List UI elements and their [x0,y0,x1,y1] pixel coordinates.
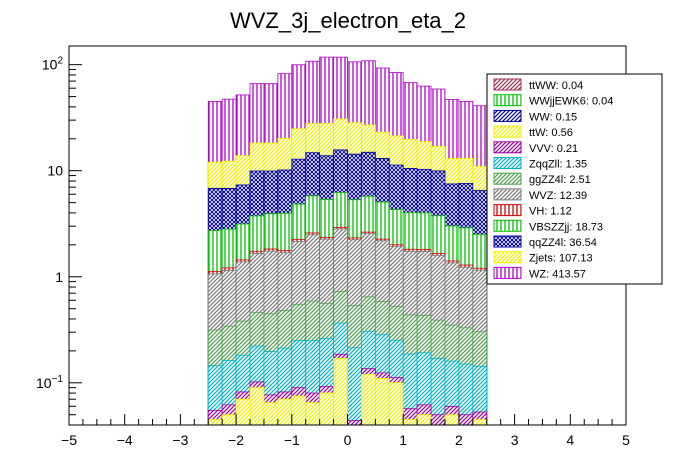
bar [235,398,251,426]
bar [263,402,279,426]
series-9 [207,357,488,426]
bar [221,414,237,426]
bar [291,395,307,426]
x-tick-label: 5 [622,432,630,448]
y-tick-label: 102 [42,56,64,73]
legend-swatch [493,251,522,264]
legend-entry: WZ: 413.57 [529,268,586,280]
bar [416,414,432,426]
bar [458,414,474,426]
bar [249,387,265,426]
legend-swatch [493,78,522,91]
legend-swatch [493,94,522,107]
bar [388,382,404,426]
chart-title: WVZ_3j_electron_eta_2 [230,8,466,33]
bar [361,374,376,426]
bar [374,378,390,426]
bar [207,419,223,426]
legend-swatch [493,109,522,122]
legend-entry: WVZ: 12.39 [529,190,587,202]
legend-entry: ttW: 0.56 [529,127,573,139]
legend-swatch [493,235,522,248]
x-tick-label: −1 [284,432,300,448]
bar [472,419,488,426]
legend-entry: ggZZ4l: 2.51 [529,174,591,186]
bar [430,414,446,426]
legend-entry: ZqqZll: 1.35 [529,159,587,171]
legend: ttWW: 0.04 WWjjEWK6: 0.04 WW: 0.15 ttW: 0.5… [486,73,663,285]
bar [319,392,334,426]
x-tick-label: −3 [172,432,188,448]
x-axis: −5 −4 −3 −2 −1 0 1 2 3 4 5 [61,414,630,448]
legend-swatch [493,125,522,138]
bar [444,414,460,426]
legend-swatch [493,172,522,185]
bar [347,420,362,426]
legend-swatch [493,204,522,217]
legend-swatch [493,219,522,232]
legend-entry: qqZZ4l: 36.54 [529,237,597,249]
x-tick-label: −4 [117,432,133,448]
bar [333,357,348,426]
x-tick-label: 0 [344,432,352,448]
x-tick-label: −5 [61,432,77,448]
y-tick-label: 1 [55,269,63,285]
legend-entry: VBSZZjj: 18.73 [529,221,603,233]
x-tick-label: 2 [455,432,463,448]
y-tick-label: 10−1 [36,374,63,391]
y-tick-label: 10 [47,163,63,179]
x-tick-label: −2 [228,432,244,448]
legend-swatch [493,141,522,154]
bar [305,402,321,426]
bar [402,419,418,426]
histogram-bars [207,56,488,426]
legend-entry: Zjets: 107.13 [529,253,593,265]
legend-entry: VVV: 0.21 [529,143,578,155]
x-tick-label: 1 [399,432,407,448]
legend-entry: WWjjEWK6: 0.04 [529,96,613,108]
legend-swatch [493,266,522,279]
legend-swatch [493,188,522,201]
x-tick-label: 4 [566,432,574,448]
y-axis: 102 10 1 10−1 [36,56,82,426]
bar [347,347,362,426]
legend-swatch [493,157,522,169]
legend-entry: VH: 1.12 [529,206,572,218]
legend-entry: WW: 0.15 [529,111,577,123]
legend-entry: ttWW: 0.04 [529,80,583,92]
x-tick-label: 3 [511,432,519,448]
bar [277,398,293,426]
